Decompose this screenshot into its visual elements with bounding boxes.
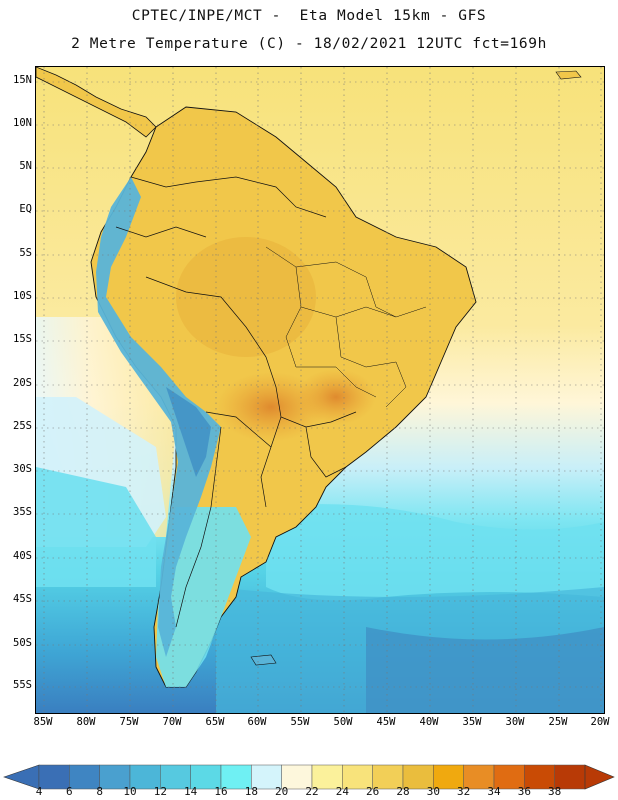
longitude-label: 50W [333, 716, 353, 728]
latitude-label: 15S [13, 333, 32, 345]
scale-swatch [524, 764, 555, 790]
scale-tick-label: 10 [123, 785, 137, 798]
latitude-label: 5N [19, 160, 32, 172]
scale-tick-label: 28 [396, 785, 410, 798]
scale-swatch [129, 764, 161, 790]
scale-tick-label: 38 [548, 785, 562, 798]
latitude-label: 50S [13, 637, 32, 649]
latitude-label: EQ [19, 203, 32, 215]
latitude-label: 5S [19, 247, 32, 259]
scale-tick-label: 26 [366, 785, 380, 798]
altiplano-cold-patch [166, 387, 211, 477]
latitude-label: 15N [13, 74, 32, 86]
longitude-label: 75W [119, 716, 139, 728]
scale-tick-label: 18 [244, 785, 258, 798]
scale-swatch [493, 764, 525, 790]
amazon-warm-zone [176, 237, 316, 357]
scale-tick-label: 4 [35, 785, 43, 798]
pacific-cold-band [36, 467, 156, 587]
deep-ocean-band [366, 627, 604, 713]
longitude-label: 85W [33, 716, 53, 728]
scale-tick-label: 34 [487, 785, 501, 798]
scale-tick-label: 12 [153, 785, 167, 798]
caribbean-island [555, 70, 582, 80]
longitude-label: 30W [505, 716, 525, 728]
country-borders [115, 176, 357, 628]
scale-tick-label: 30 [426, 785, 440, 798]
color-scale-bar [3, 764, 615, 790]
scale-tick-label: 24 [335, 785, 349, 798]
scale-tick-label: 16 [214, 785, 228, 798]
latitude-label: 30S [13, 463, 32, 475]
latitude-label: 35S [13, 506, 32, 518]
state-borders [265, 246, 427, 408]
longitude-label: 55W [290, 716, 310, 728]
hot-southeast-zone [296, 369, 376, 425]
scale-swatch [554, 764, 586, 790]
falkland-islands [250, 654, 277, 666]
longitude-label: 40W [419, 716, 439, 728]
map-canvas [36, 67, 604, 713]
scale-swatch [251, 764, 282, 790]
scale-arrow-high [584, 764, 615, 790]
longitude-label: 70W [162, 716, 182, 728]
scale-tick-label: 22 [305, 785, 319, 798]
scale-tick-label: 36 [517, 785, 531, 798]
longitude-label: 60W [247, 716, 267, 728]
chart-title: CPTEC/INPE/MCT - Eta Model 15km - GFS [131, 8, 487, 24]
latitude-label: 40S [13, 550, 32, 562]
scale-swatch [160, 764, 191, 790]
scale-tick-label: 14 [184, 785, 198, 798]
scale-swatch [433, 764, 464, 790]
scale-tick-label: 8 [96, 785, 103, 798]
longitude-label: 65W [205, 716, 225, 728]
latitude-label: 45S [13, 593, 32, 605]
scale-tick-label: 6 [66, 785, 73, 798]
scale-swatch [342, 764, 373, 790]
latitude-label: 20S [13, 377, 32, 389]
longitude-label: 35W [462, 716, 482, 728]
temperature-map [35, 66, 605, 714]
scale-swatch [69, 764, 100, 790]
scale-tick-label: 20 [275, 785, 289, 798]
central-america-landmass [36, 67, 157, 138]
longitude-label: 20W [590, 716, 610, 728]
scale-swatch [402, 764, 434, 790]
atlantic-cold-band [266, 504, 604, 601]
latitude-label: 25S [13, 420, 32, 432]
longitude-label: 45W [376, 716, 396, 728]
scale-tick-label: 32 [457, 785, 471, 798]
longitude-label: 80W [76, 716, 96, 728]
latitude-label: 10N [13, 117, 32, 129]
scale-swatch [372, 764, 404, 790]
latitude-label: 55S [13, 679, 32, 691]
longitude-label: 25W [548, 716, 568, 728]
latitude-label: 10S [13, 290, 32, 302]
chart-subtitle: 2 Metre Temperature (C) - 18/02/2021 12U… [71, 36, 547, 52]
scale-swatch [190, 764, 222, 790]
graticule [36, 67, 604, 713]
scale-swatch [463, 764, 495, 790]
